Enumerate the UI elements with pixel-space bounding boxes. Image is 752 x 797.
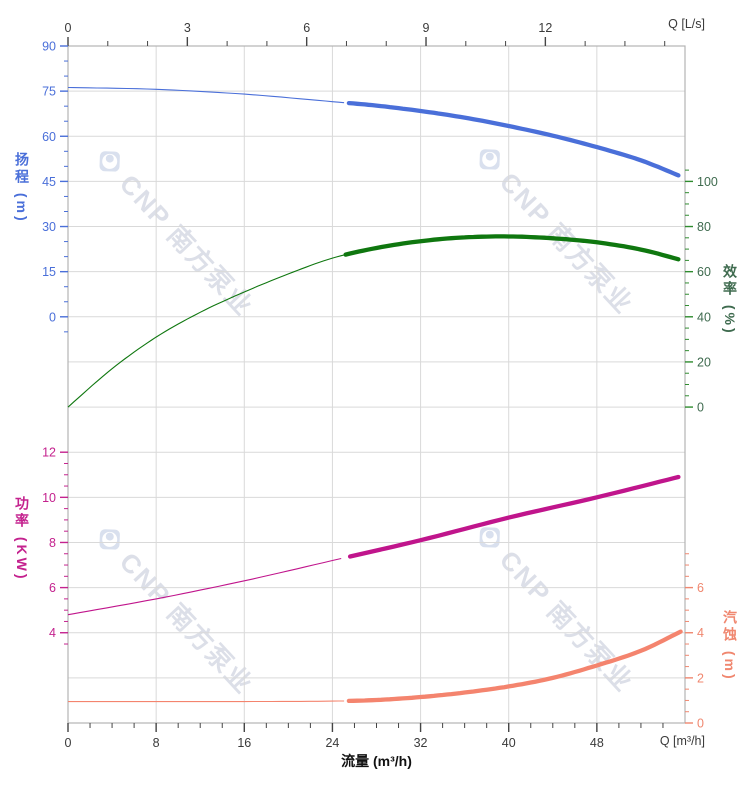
power-curve-thin [67,557,342,616]
eff_y-tick-label: 100 [697,175,718,189]
power_y-tick-label: 10 [42,491,56,505]
eff_y-tick-label: 80 [697,220,711,234]
watermark: CNP 南方泵业 [465,134,643,321]
efficiency-curve-rated [343,234,681,262]
bottom-axis-unit-label: Q [m³/h] [659,734,705,748]
head_y-tick-label: 90 [42,40,56,54]
npsh_y-tick-label: 2 [697,671,704,685]
npsh_y-tick-label: 0 [697,717,704,731]
head-curve-thin [67,86,345,104]
grid [67,45,686,724]
axis-ticks: 0 3 6 9 120 8 16 24 32 40 489075604530150100806040… [42,21,718,750]
eff_y-tick-label: 60 [697,265,711,279]
eff_y-tick-label: 20 [697,355,711,369]
bottom-axis-tick-label: 32 [414,736,428,750]
head_y-tick-label: 30 [42,220,56,234]
bottom-axis-tick-label: 8 [153,736,160,750]
top-axis-unit-label: Q [L/s] [668,17,705,31]
head-axis-title: 扬程 (m) [14,152,30,224]
npsh_y-tick-label: 6 [697,581,704,595]
npsh-axis-title: 汽蚀 (m) [722,610,738,682]
power_y-tick-label: 4 [49,626,56,640]
head-curve-rated [346,100,681,178]
head_y-tick-label: 60 [42,130,56,144]
top-axis-tick-label: 6 [303,21,310,35]
bottom-axis-tick-label: 24 [325,736,339,750]
eff_y-tick-label: 0 [697,401,704,415]
power-curve-rated [347,474,681,559]
npsh_y-tick-label: 4 [697,626,704,640]
bottom-axis-tick-label: 40 [502,736,516,750]
top-axis-tick-label: 12 [538,21,552,35]
bottom-axis-tick-label: 16 [237,736,251,750]
top-axis-tick-label: 9 [423,21,430,35]
efficiency-axis-title: 效率 (%) [722,264,738,336]
flow-axis-title: 流量 (m³/h) [341,753,412,769]
power_y-tick-label: 6 [49,581,56,595]
power_y-tick-label: 12 [42,446,56,460]
head_y-tick-label: 45 [42,175,56,189]
head_y-tick-label: 75 [42,85,56,99]
eff_y-tick-label: 40 [697,310,711,324]
top-axis-tick-label: 0 [65,21,72,35]
power-axis-title: 功率 (KW) [14,496,30,582]
bottom-axis-tick-label: 48 [590,736,604,750]
head_y-tick-label: 0 [49,310,56,324]
npsh-curve-thin [68,700,345,703]
npsh-curve-rated [346,629,683,704]
cnp-logo-icon [99,150,121,172]
cnp-logo-icon [479,148,501,170]
efficiency-curve-thin [67,254,346,408]
curves [67,86,683,704]
bottom-axis-tick-label: 0 [65,736,72,750]
power_y-tick-label: 8 [49,536,56,550]
head_y-tick-label: 15 [42,265,56,279]
watermark: CNP 南方泵业 [85,136,263,323]
top-axis-tick-label: 3 [184,21,191,35]
